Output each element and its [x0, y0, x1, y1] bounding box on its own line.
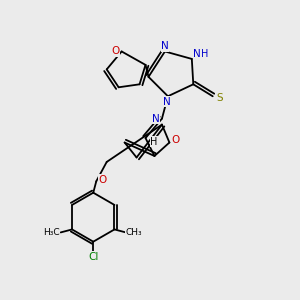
Text: N: N [193, 49, 201, 58]
Text: N: N [161, 41, 169, 51]
Text: H₃C: H₃C [43, 228, 59, 237]
Text: Cl: Cl [88, 252, 98, 262]
Text: O: O [172, 134, 180, 145]
Text: O: O [99, 175, 107, 185]
Text: O: O [111, 46, 119, 56]
Text: H: H [150, 136, 158, 147]
Text: N: N [152, 114, 159, 124]
Text: CH₃: CH₃ [126, 228, 142, 237]
Text: N: N [163, 97, 170, 106]
Text: H: H [201, 49, 208, 58]
Text: S: S [216, 93, 223, 103]
